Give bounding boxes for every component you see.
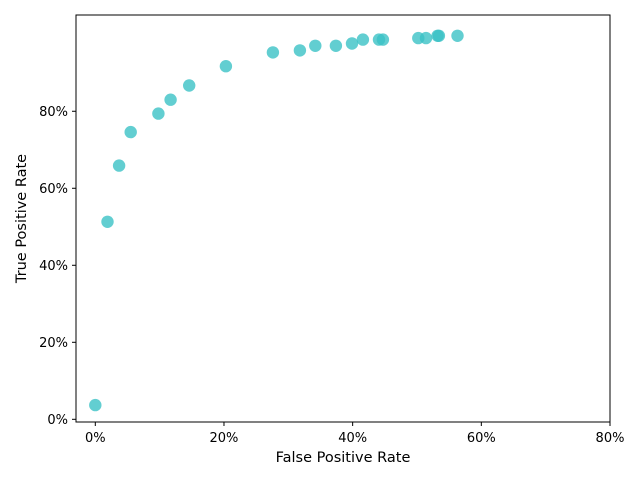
data-point-3 <box>112 159 126 172</box>
x-tick-label-3: 60% <box>467 431 496 446</box>
data-point-13 <box>345 37 359 50</box>
y-tick-label-1: 20% <box>39 336 68 351</box>
y-tick-label-2: 40% <box>39 259 68 274</box>
y-axis-label: True Positive Rate <box>14 154 30 284</box>
data-point-16 <box>376 33 390 46</box>
x-axis: 0% 20% 40% 60% 80% <box>85 422 624 446</box>
data-point-6 <box>164 93 177 106</box>
data-point-18 <box>419 31 433 45</box>
y-axis: 0% 20% 40% 60% 80% <box>39 105 76 428</box>
data-point-2 <box>101 215 114 228</box>
data-point-10 <box>293 44 307 57</box>
x-axis-label: False Positive Rate <box>276 450 411 466</box>
x-tick-label-4: 80% <box>596 431 625 446</box>
y-tick-label-3: 60% <box>39 182 68 197</box>
y-tick-label-0: 0% <box>47 413 68 428</box>
y-tick-label-4: 80% <box>39 105 68 120</box>
data-point-9 <box>266 46 280 59</box>
data-point-7 <box>183 79 196 92</box>
x-tick-label-2: 40% <box>338 431 367 446</box>
data-point-14 <box>356 33 370 46</box>
data-point-8 <box>219 59 233 73</box>
data-point-1 <box>89 398 102 412</box>
x-tick-label-0: 0% <box>85 431 106 446</box>
points-layer <box>89 29 464 412</box>
data-point-12 <box>329 39 343 52</box>
data-point-5 <box>152 107 165 120</box>
data-point-21 <box>451 29 464 42</box>
data-point-20 <box>432 29 446 42</box>
data-point-11 <box>309 39 322 52</box>
x-tick-label-1: 20% <box>210 431 239 446</box>
plot-frame <box>75 14 611 423</box>
data-point-4 <box>124 125 137 139</box>
